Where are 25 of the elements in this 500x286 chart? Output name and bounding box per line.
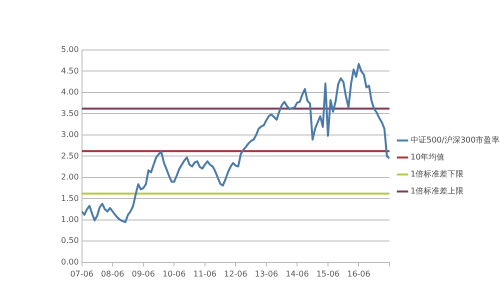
x-tick-label: 12-06 — [224, 269, 248, 278]
ref-line-label: 10年均值 — [410, 152, 445, 162]
x-tick-label: 10-06 — [162, 269, 186, 278]
y-tick-label: 1.00 — [61, 215, 79, 224]
y-tick-label: 0.50 — [61, 236, 79, 246]
legend-label: 中证500/沪深300市盈率 — [410, 136, 500, 145]
y-tick-label: 0.00 — [61, 257, 79, 266]
y-tick-label: 3.50 — [61, 108, 79, 118]
x-tick-label: 15-06 — [316, 269, 340, 278]
x-tick-label: 14-06 — [286, 269, 309, 278]
y-tick-label: 1.50 — [61, 194, 79, 203]
x-tick-label: 07-06 — [70, 269, 94, 278]
x-tick-label: 09-06 — [132, 269, 155, 278]
legend-label: 1倍标准差下限 — [410, 170, 464, 179]
y-tick-label: 2.00 — [61, 172, 79, 182]
y-tick-label: 5.00 — [61, 45, 79, 54]
y-tick-label: 4.00 — [61, 88, 79, 97]
legend-label: 1倍标准差上限 — [410, 186, 464, 196]
x-tick-label: 08-06 — [100, 269, 124, 278]
y-tick-label: 3.00 — [61, 130, 79, 140]
x-tick-label: 13-06 — [254, 269, 278, 278]
x-tick-label: 11-06 — [193, 269, 217, 278]
y-tick-label: 2.50 — [61, 151, 79, 160]
y-tick-label: 4.50 — [61, 66, 79, 76]
x-tick-label: 16-06 — [347, 269, 370, 278]
